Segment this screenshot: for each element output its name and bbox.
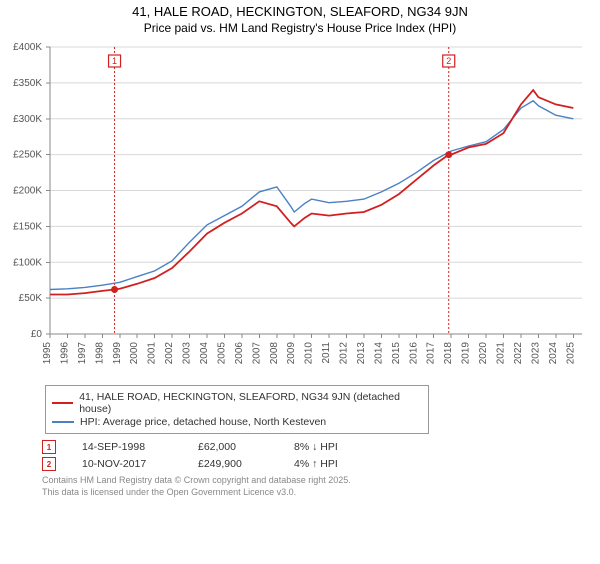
event-pct: 4% ↑ HPI bbox=[294, 458, 374, 470]
svg-text:2015: 2015 bbox=[391, 342, 402, 365]
svg-text:2024: 2024 bbox=[548, 342, 559, 365]
svg-text:2022: 2022 bbox=[513, 342, 524, 365]
event-row: 2 10-NOV-2017 £249,900 4% ↑ HPI bbox=[42, 457, 600, 471]
svg-text:2025: 2025 bbox=[565, 342, 576, 365]
legend-label: HPI: Average price, detached house, Nort… bbox=[80, 416, 326, 428]
svg-text:2011: 2011 bbox=[321, 342, 332, 364]
chart-subtitle: Price paid vs. HM Land Registry's House … bbox=[0, 21, 600, 35]
event-date: 14-SEP-1998 bbox=[82, 441, 172, 453]
svg-text:2001: 2001 bbox=[147, 342, 158, 365]
events-table: 1 14-SEP-1998 £62,000 8% ↓ HPI 2 10-NOV-2017 £… bbox=[42, 440, 600, 471]
svg-text:2020: 2020 bbox=[478, 342, 489, 365]
svg-text:2000: 2000 bbox=[129, 342, 140, 365]
legend-label: 41, HALE ROAD, HECKINGTON, SLEAFORD, NG3… bbox=[79, 391, 422, 415]
svg-text:£100K: £100K bbox=[13, 257, 42, 268]
svg-text:2009: 2009 bbox=[286, 342, 297, 365]
event-price: £249,900 bbox=[198, 458, 268, 470]
footer-attribution: Contains HM Land Registry data © Crown c… bbox=[42, 475, 600, 498]
svg-text:2012: 2012 bbox=[339, 342, 350, 365]
svg-text:£150K: £150K bbox=[13, 221, 42, 232]
svg-text:2010: 2010 bbox=[304, 342, 315, 365]
svg-text:2023: 2023 bbox=[530, 342, 541, 365]
svg-text:£50K: £50K bbox=[19, 293, 43, 304]
svg-text:2021: 2021 bbox=[496, 342, 507, 365]
svg-text:2019: 2019 bbox=[461, 342, 472, 365]
chart-container: £0 £50K £100K £150K £200K £250K £300K £350K £400… bbox=[0, 39, 600, 379]
legend-swatch bbox=[52, 421, 74, 423]
svg-text:2016: 2016 bbox=[408, 342, 419, 365]
svg-text:£400K: £400K bbox=[13, 42, 42, 53]
svg-text:2014: 2014 bbox=[373, 342, 384, 365]
event-row: 1 14-SEP-1998 £62,000 8% ↓ HPI bbox=[42, 440, 600, 454]
svg-text:£300K: £300K bbox=[13, 114, 42, 125]
svg-text:2008: 2008 bbox=[269, 342, 280, 365]
svg-text:1997: 1997 bbox=[77, 342, 88, 365]
svg-text:2002: 2002 bbox=[164, 342, 175, 365]
event-marker-box: 1 bbox=[42, 440, 56, 454]
svg-text:2: 2 bbox=[446, 56, 451, 66]
svg-text:2006: 2006 bbox=[234, 342, 245, 365]
footer-line-1: Contains HM Land Registry data © Crown c… bbox=[42, 475, 600, 487]
svg-text:1998: 1998 bbox=[94, 342, 105, 365]
event-marker-box: 2 bbox=[42, 457, 56, 471]
svg-text:2004: 2004 bbox=[199, 342, 210, 365]
event-date: 10-NOV-2017 bbox=[82, 458, 172, 470]
svg-text:2005: 2005 bbox=[216, 342, 227, 365]
svg-text:2003: 2003 bbox=[182, 342, 193, 365]
svg-text:1995: 1995 bbox=[42, 342, 53, 365]
chart-title: 41, HALE ROAD, HECKINGTON, SLEAFORD, NG3… bbox=[0, 4, 600, 19]
svg-text:1996: 1996 bbox=[59, 342, 70, 365]
svg-text:2007: 2007 bbox=[251, 342, 262, 365]
footer-line-2: This data is licensed under the Open Gov… bbox=[42, 487, 600, 499]
event-price: £62,000 bbox=[198, 441, 268, 453]
legend-swatch bbox=[52, 402, 73, 404]
legend-box: 41, HALE ROAD, HECKINGTON, SLEAFORD, NG3… bbox=[45, 385, 429, 434]
svg-text:1999: 1999 bbox=[112, 342, 123, 365]
svg-text:2018: 2018 bbox=[443, 342, 454, 365]
legend-item: 41, HALE ROAD, HECKINGTON, SLEAFORD, NG3… bbox=[52, 391, 422, 415]
line-chart: £0 £50K £100K £150K £200K £250K £300K £350K £400… bbox=[0, 39, 600, 379]
svg-text:£250K: £250K bbox=[13, 150, 42, 161]
event-pct: 8% ↓ HPI bbox=[294, 441, 374, 453]
svg-text:£200K: £200K bbox=[13, 186, 42, 197]
svg-text:£0: £0 bbox=[31, 329, 43, 340]
svg-text:2017: 2017 bbox=[426, 342, 437, 365]
legend-item: HPI: Average price, detached house, Nort… bbox=[52, 416, 422, 428]
svg-text:£350K: £350K bbox=[13, 78, 42, 89]
svg-text:2013: 2013 bbox=[356, 342, 367, 365]
svg-text:1: 1 bbox=[112, 56, 117, 66]
